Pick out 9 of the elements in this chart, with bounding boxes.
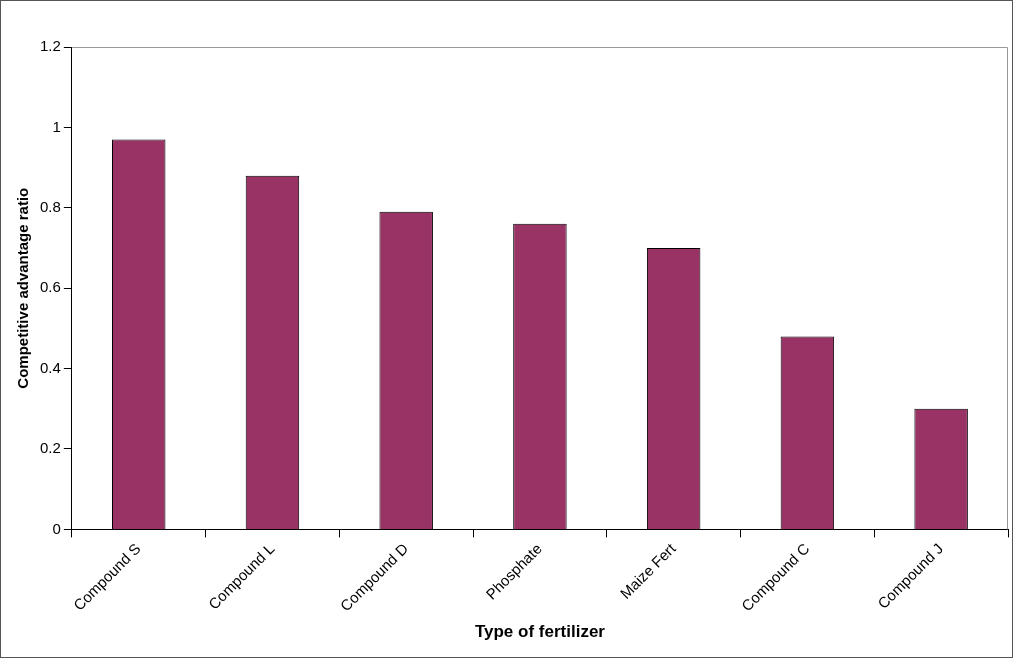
y-tick-label: 0.2: [39, 439, 61, 457]
x-axis-title: Type of fertilizer: [474, 622, 606, 642]
y-tick-label: 0.4: [39, 358, 61, 376]
y-tick-label: 1: [52, 117, 61, 135]
y-tick-label: 0.8: [39, 197, 61, 215]
y-tick-label: 0.6: [39, 278, 61, 296]
y-tick-label: 0: [52, 519, 61, 537]
y-axis-title: Competitive advantage ratio: [14, 187, 32, 389]
y-tick-label: 1.2: [39, 37, 61, 55]
